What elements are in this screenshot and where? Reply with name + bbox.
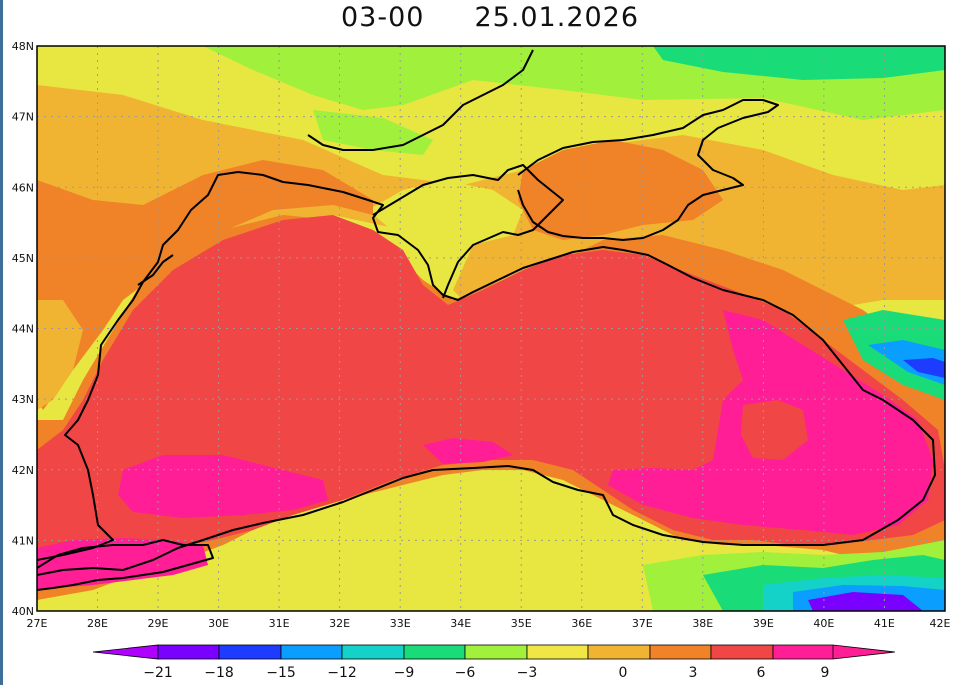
colorbar-label: 3 <box>689 665 698 681</box>
lon-label: 31E <box>269 617 290 630</box>
lat-label: 43N <box>12 393 34 406</box>
coastline-marmara <box>37 539 214 591</box>
lat-label: 46N <box>12 181 34 194</box>
lat-label: 45N <box>12 252 34 265</box>
lon-label: 35E <box>511 617 532 630</box>
lon-label: 41E <box>874 617 895 630</box>
contour-hot-center <box>423 438 513 464</box>
contour-hot-east-inner <box>741 400 808 460</box>
colorbar-cell <box>403 644 466 660</box>
colorbar-cell <box>587 644 651 660</box>
forecast-date: 25.01.2026 <box>474 2 640 33</box>
contour-anatolia-yellow <box>263 490 703 611</box>
coastline <box>37 49 936 591</box>
lon-label: 40E <box>813 617 834 630</box>
lon-label: 27E <box>27 617 48 630</box>
coastline-crimea <box>372 164 564 299</box>
grid-lines <box>37 46 945 611</box>
colorbar-label: −21 <box>143 665 173 681</box>
colorbar-cell <box>341 644 405 660</box>
contour-caucasus-coldest <box>903 358 945 378</box>
lon-label: 36E <box>571 617 592 630</box>
colorbar-cell <box>464 644 528 660</box>
lon-label: 29E <box>148 617 169 630</box>
colorbar-cell <box>92 644 159 660</box>
contour-north-cool <box>653 46 945 80</box>
colorbar-label: −15 <box>266 665 296 681</box>
colorbar-cell <box>526 644 589 660</box>
colorbar-label: 9 <box>821 665 830 681</box>
longitude-axis: 27E 28E 29E 30E 31E 32E 33E 34E 35E 36E … <box>27 617 951 630</box>
colorbar-cell <box>157 644 220 660</box>
lon-label: 32E <box>329 617 350 630</box>
colorbar-label: −9 <box>394 665 415 681</box>
lon-label: 34E <box>450 617 471 630</box>
lon-label: 30E <box>208 617 229 630</box>
colorbar-label: 6 <box>757 665 766 681</box>
coastline-dnieper <box>307 49 534 151</box>
lat-label: 41N <box>12 534 34 547</box>
temperature-field <box>37 46 945 611</box>
colorbar-label: −12 <box>327 665 357 681</box>
lon-label: 42E <box>930 617 951 630</box>
coastline-azov <box>517 99 779 241</box>
colorbar-cell <box>710 644 774 660</box>
contour-warm-north <box>37 160 373 410</box>
lat-label: 44N <box>12 323 34 336</box>
forecast-time: 03-00 <box>340 2 425 33</box>
contour-north-mild-2 <box>313 110 433 155</box>
lat-label: 47N <box>12 111 34 124</box>
lon-label: 33E <box>390 617 411 630</box>
map-page: 03-00 25.01.2026 <box>3 0 977 685</box>
lat-label: 48N <box>12 40 34 53</box>
lon-label: 38E <box>692 617 713 630</box>
lon-label: 37E <box>632 617 653 630</box>
latitude-axis: 48N 47N 46N 45N 44N 43N 42N 41N 40N <box>12 40 34 618</box>
lat-label: 40N <box>12 605 34 618</box>
contour-azov-warm <box>518 140 723 240</box>
colorbar-cell <box>649 644 712 660</box>
lon-label: 39E <box>753 617 774 630</box>
colorbar-cell <box>772 644 896 660</box>
window-edge <box>0 0 3 685</box>
contour-crimea-yellow <box>368 180 523 300</box>
contour-anatolia-deep <box>808 592 923 611</box>
colorbar-label: −6 <box>455 665 476 681</box>
lon-label: 28E <box>87 617 108 630</box>
coastline-black-sea <box>37 171 936 576</box>
lat-label: 42N <box>12 464 34 477</box>
colorbar-cell <box>280 644 343 660</box>
temperature-map: 48N 47N 46N 45N 44N 43N 42N 41N 40N 27E … <box>12 40 951 681</box>
coastline-danube <box>137 254 174 286</box>
contour-balkans-steppe <box>37 300 83 410</box>
colorbar-label: −3 <box>517 665 538 681</box>
map-title: 03-00 25.01.2026 <box>3 2 977 38</box>
plot-frame <box>36 45 946 612</box>
contour-hot-west <box>118 455 328 518</box>
colorbar-labels: −21 −18 −15 −12 −9 −6 −3 0 3 6 9 <box>143 665 829 681</box>
colorbar-cell <box>218 644 282 660</box>
colorbar-label: −18 <box>204 665 234 681</box>
colorbar-label: 0 <box>619 665 628 681</box>
colorbar <box>92 644 896 660</box>
